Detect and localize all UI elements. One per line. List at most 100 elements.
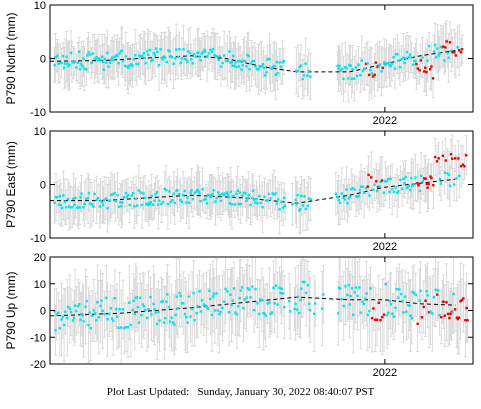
data-point (252, 198, 256, 201)
data-point (117, 326, 120, 330)
data-point (193, 191, 196, 195)
data-point (199, 59, 202, 62)
data-point (200, 299, 204, 302)
data-point (100, 55, 104, 58)
data-point (379, 180, 383, 184)
data-point (393, 67, 397, 70)
data-point (394, 186, 398, 189)
data-point (295, 308, 299, 311)
data-point (200, 52, 203, 55)
recent-data-point (451, 157, 454, 160)
data-point (299, 298, 302, 302)
data-point (120, 205, 123, 208)
data-point (303, 280, 306, 284)
data-point (452, 292, 455, 296)
data-point (309, 75, 312, 78)
data-point (166, 293, 169, 296)
data-point (84, 305, 87, 308)
data-point (194, 55, 197, 58)
recent-data-point (444, 159, 447, 162)
data-point (244, 192, 247, 195)
data-point (361, 69, 365, 73)
recent-data-point (370, 316, 374, 320)
data-point (425, 290, 428, 293)
recent-data-point (416, 181, 419, 185)
data-point (191, 62, 194, 65)
data-point (101, 201, 104, 204)
data-point (258, 194, 261, 198)
recent-data-point (436, 293, 439, 296)
data-point (385, 180, 388, 183)
data-point (131, 64, 134, 67)
error-bars (53, 20, 464, 103)
data-point (62, 194, 65, 197)
data-point (53, 201, 56, 204)
data-point (278, 286, 281, 289)
data-point (187, 295, 190, 298)
data-point (96, 301, 99, 304)
recent-data-point (431, 77, 435, 80)
data-point (214, 200, 217, 203)
data-point (230, 303, 233, 307)
data-point (99, 199, 102, 203)
data-point (144, 61, 147, 65)
model-trend-line (50, 296, 456, 317)
recent-data-point (440, 315, 443, 319)
data-point (347, 77, 350, 80)
data-point (438, 52, 441, 55)
data-point (242, 59, 245, 63)
data-point (149, 295, 152, 299)
data-point (178, 291, 181, 295)
data-point (96, 196, 100, 200)
data-point (241, 286, 244, 289)
data-point (403, 295, 407, 298)
data-point (198, 290, 201, 293)
data-point (140, 313, 143, 317)
data-point (237, 65, 241, 68)
data-point (427, 44, 431, 48)
y-tick-label: 10 (34, 279, 46, 291)
data-point (296, 69, 300, 72)
data-point (432, 296, 436, 299)
data-point (221, 192, 224, 195)
data-point (271, 192, 274, 195)
data-point (66, 197, 70, 201)
data-point (197, 190, 200, 193)
data-point (107, 312, 111, 315)
recent-data-point (381, 66, 385, 70)
recent-data-point (466, 319, 469, 322)
data-point (55, 313, 58, 316)
data-point (397, 190, 400, 193)
data-point (429, 310, 432, 313)
data-point (153, 199, 156, 202)
plot-area (50, 257, 470, 364)
data-point (307, 302, 311, 305)
data-point (104, 197, 108, 200)
data-point (61, 54, 65, 58)
data-point (209, 297, 212, 301)
data-point (94, 319, 98, 322)
data-point (278, 208, 281, 211)
data-point (252, 309, 256, 312)
data-point (78, 303, 81, 306)
recent-data-point (449, 152, 453, 156)
data-point (155, 322, 159, 326)
data-point (344, 285, 347, 288)
data-point (114, 307, 118, 311)
data-point (179, 198, 182, 202)
data-point (226, 290, 229, 293)
data-point (78, 68, 82, 71)
data-point (90, 314, 94, 318)
data-point (185, 201, 188, 204)
data-point (248, 68, 251, 71)
data-point (151, 203, 155, 206)
data-point (85, 299, 88, 303)
data-point (351, 68, 354, 71)
data-point (88, 53, 92, 56)
y-tick-label: 10 (34, 126, 46, 138)
data-point (183, 57, 186, 60)
data-point (235, 313, 239, 316)
data-point (306, 284, 310, 287)
data-point (70, 206, 74, 209)
